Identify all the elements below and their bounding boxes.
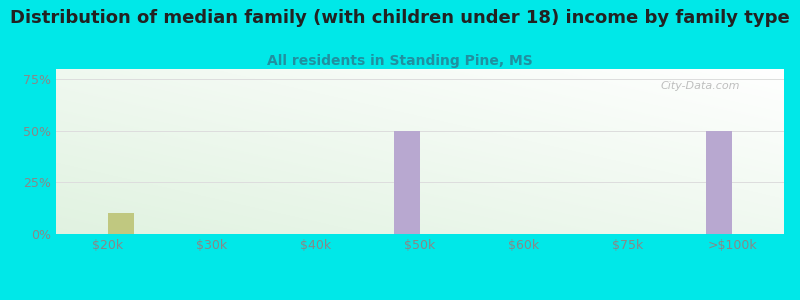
Bar [394,131,420,234]
Bar [706,131,732,234]
Text: Distribution of median family (with children under 18) income by family type: Distribution of median family (with chil… [10,9,790,27]
Bar [108,213,134,234]
Text: All residents in Standing Pine, MS: All residents in Standing Pine, MS [267,54,533,68]
Text: City-Data.com: City-Data.com [660,80,740,91]
